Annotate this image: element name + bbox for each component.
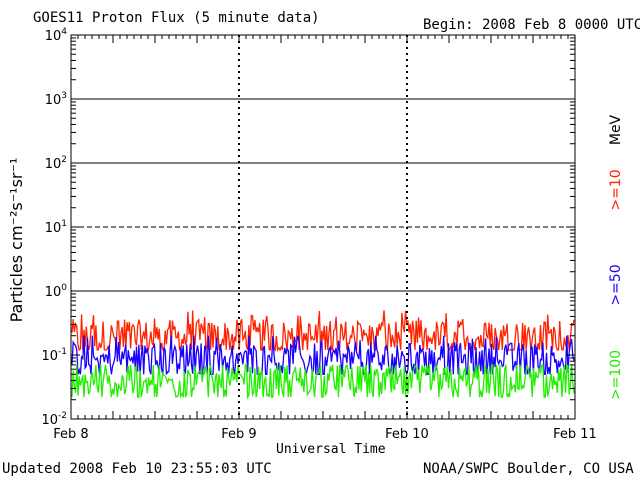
series-line-3 — [71, 363, 575, 400]
legend-series-3: >=100 — [608, 350, 624, 400]
y-tick-label: 103 — [45, 91, 67, 108]
legend-series-2: >=50 — [608, 264, 624, 305]
x-axis-title: Universal Time — [276, 442, 386, 457]
y-tick-label: 10-1 — [41, 347, 67, 364]
chart-title: GOES11 Proton Flux (5 minute data) — [33, 10, 320, 26]
data-source: NOAA/SWPC Boulder, CO USA — [423, 461, 634, 477]
x-tick-label: Feb 10 — [385, 427, 429, 442]
y-tick-label: 104 — [45, 27, 68, 44]
series-line-1 — [71, 310, 575, 353]
y-axis-title: Particles cm⁻²s⁻¹sr⁻¹ — [7, 158, 26, 323]
y-tick-label: 10-2 — [41, 411, 67, 428]
x-tick-label: Feb 11 — [553, 427, 597, 442]
y-tick-label: 101 — [45, 219, 67, 236]
legend-unit: MeV — [608, 114, 624, 145]
x-tick-label: Feb 9 — [221, 427, 256, 442]
legend-series-1: >=10 — [608, 169, 624, 210]
y-tick-label: 100 — [45, 283, 68, 300]
y-tick-label: 102 — [45, 155, 67, 172]
x-tick-label: Feb 8 — [53, 427, 88, 442]
updated-timestamp: Updated 2008 Feb 10 23:55:03 UTC — [2, 461, 272, 477]
begin-time: Begin: 2008 Feb 8 0000 UTC — [423, 17, 640, 33]
